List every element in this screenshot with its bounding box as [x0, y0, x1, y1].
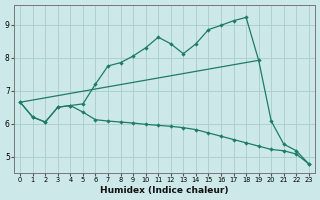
X-axis label: Humidex (Indice chaleur): Humidex (Indice chaleur)	[100, 186, 229, 195]
